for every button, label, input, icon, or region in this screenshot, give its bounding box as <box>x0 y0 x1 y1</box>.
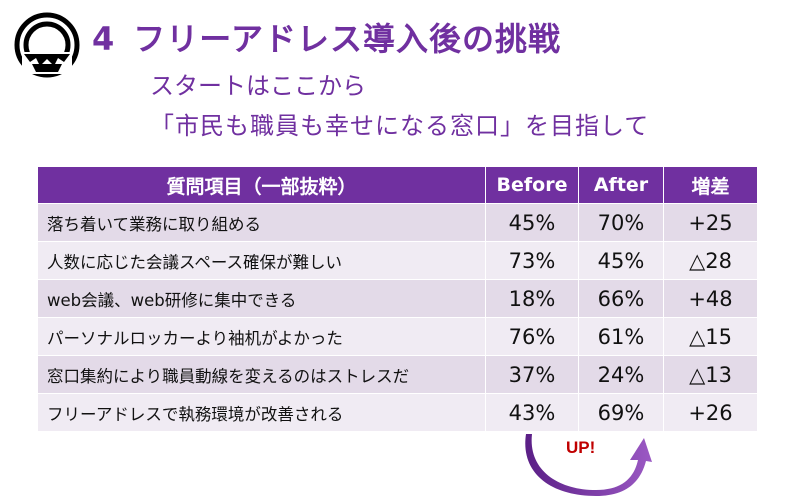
table-row: 窓口集約により職員動線を変えるのはストレスだ 37% 24% △13 <box>37 355 758 394</box>
table-row: web会議、web研修に集中できる 18% 66% +48 <box>37 279 758 318</box>
title-text: フリーアドレス導入後の挑戦 <box>133 20 561 58</box>
question-cell: 落ち着いて業務に取り組める <box>37 203 486 242</box>
diff-cell: +48 <box>663 279 758 318</box>
column-header-diff: 増差 <box>663 166 758 204</box>
diff-cell: +26 <box>663 393 758 432</box>
after-cell: 24% <box>578 355 664 394</box>
column-header-before: Before <box>485 166 579 204</box>
question-cell: パーソナルロッカーより袖机がよかった <box>37 317 486 356</box>
subtitle-goal: 「市民も職員も幸せになる窓口」を目指して <box>150 112 650 140</box>
table-header-row: 質問項目（一部抜粋） Before After 増差 <box>37 166 758 204</box>
column-header-after: After <box>578 166 664 204</box>
table-row: パーソナルロッカーより袖机がよかった 76% 61% △15 <box>37 317 758 356</box>
table-row: フリーアドレスで執務環境が改善される 43% 69% +26 <box>37 393 758 432</box>
survey-results-table: 質問項目（一部抜粋） Before After 増差 落ち着いて業務に取り組める… <box>37 166 758 432</box>
page-title: 4 フリーアドレス導入後の挑戦 <box>92 14 561 60</box>
question-cell: フリーアドレスで執務環境が改善される <box>37 393 486 432</box>
before-cell: 43% <box>485 393 579 432</box>
question-cell: web会議、web研修に集中できる <box>37 279 486 318</box>
diff-cell: △15 <box>663 317 758 356</box>
table-row: 落ち着いて業務に取り組める 45% 70% +25 <box>37 203 758 242</box>
before-cell: 37% <box>485 355 579 394</box>
before-cell: 76% <box>485 317 579 356</box>
after-cell: 45% <box>578 241 664 280</box>
before-cell: 18% <box>485 279 579 318</box>
question-cell: 人数に応じた会議スペース確保が難しい <box>37 241 486 280</box>
section-number: 4 <box>92 20 116 58</box>
before-cell: 45% <box>485 203 579 242</box>
table-row: 人数に応じた会議スペース確保が難しい 73% 45% △28 <box>37 241 758 280</box>
diff-cell: △13 <box>663 355 758 394</box>
after-cell: 61% <box>578 317 664 356</box>
diff-cell: △28 <box>663 241 758 280</box>
before-cell: 73% <box>485 241 579 280</box>
after-cell: 66% <box>578 279 664 318</box>
diff-cell: +25 <box>663 203 758 242</box>
after-cell: 70% <box>578 203 664 242</box>
subtitle-start: スタートはここから <box>150 72 366 100</box>
column-header-item: 質問項目（一部抜粋） <box>37 166 486 204</box>
up-label: UP! <box>566 438 596 457</box>
after-cell: 69% <box>578 393 664 432</box>
question-cell: 窓口集約により職員動線を変えるのはストレスだ <box>37 355 486 394</box>
municipal-emblem-logo <box>14 12 80 78</box>
